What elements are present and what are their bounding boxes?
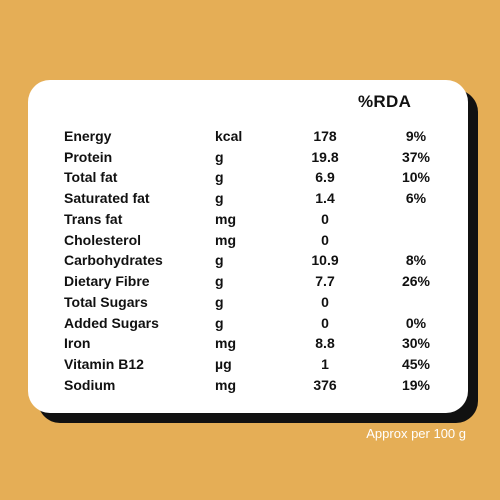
table-row: Cholesterol mg 0: [0, 230, 500, 250]
nutrient-rda: 0%: [405, 315, 427, 331]
nutrient-unit: g: [215, 252, 224, 268]
table-row: Protein g 19.8 37%: [0, 147, 500, 167]
nutrient-rda: 19%: [401, 377, 431, 393]
table-row: Added Sugars g 0 0%: [0, 313, 500, 333]
table-row: Saturated fat g 1.4 6%: [0, 188, 500, 208]
nutrient-name: Protein: [64, 149, 113, 165]
nutrient-value: 178: [313, 128, 337, 144]
nutrient-value: 0: [321, 211, 329, 227]
table-row: Carbohydrates g 10.9 8%: [0, 250, 500, 270]
nutrient-value: 7.7: [315, 273, 335, 289]
table-row: Iron mg 8.8 30%: [0, 333, 500, 353]
nutrient-name: Trans fat: [64, 211, 123, 227]
nutrition-card: [28, 80, 468, 413]
table-row: Dietary Fibre g 7.7 26%: [0, 271, 500, 291]
nutrient-value: 376: [313, 377, 337, 393]
nutrient-rda: 9%: [405, 128, 427, 144]
nutrient-unit: mg: [215, 335, 236, 351]
table-row: Energy kcal 178 9%: [0, 126, 500, 146]
nutrient-value: 19.8: [311, 149, 339, 165]
nutrient-unit: g: [215, 315, 224, 331]
nutrient-rda: 45%: [401, 356, 431, 372]
nutrient-unit: g: [215, 169, 224, 185]
nutrient-unit: mg: [215, 232, 236, 248]
nutrient-value: 0: [321, 294, 329, 310]
nutrient-name: Sodium: [64, 377, 116, 393]
nutrient-unit: µg: [215, 356, 232, 372]
table-row: Vitamin B12 µg 1 45%: [0, 354, 500, 374]
rda-column-header: %RDA: [358, 92, 412, 111]
nutrient-rda: 8%: [405, 252, 427, 268]
nutrient-unit: g: [215, 294, 224, 310]
serving-footnote: Approx per 100 g: [366, 426, 466, 441]
nutrient-rda: 6%: [405, 190, 427, 206]
nutrient-unit: g: [215, 190, 224, 206]
nutrient-name: Dietary Fibre: [64, 273, 150, 289]
nutrient-name: Saturated fat: [64, 190, 150, 206]
nutrient-rda: 10%: [401, 169, 431, 185]
table-row: Total fat g 6.9 10%: [0, 167, 500, 187]
nutrient-value: 1: [321, 356, 329, 372]
nutrient-name: Added Sugars: [64, 315, 159, 331]
nutrient-unit: g: [215, 149, 224, 165]
nutrient-name: Iron: [64, 335, 91, 351]
nutrient-value: 10.9: [311, 252, 339, 268]
nutrient-value: 0: [321, 315, 329, 331]
nutrient-rda: 37%: [401, 149, 431, 165]
nutrient-value: 6.9: [315, 169, 335, 185]
nutrient-name: Carbohydrates: [64, 252, 163, 268]
nutrient-value: 1.4: [315, 190, 335, 206]
nutrient-rda: 26%: [401, 273, 431, 289]
nutrient-name: Cholesterol: [64, 232, 142, 248]
nutrient-value: 0: [321, 232, 329, 248]
nutrient-unit: g: [215, 273, 224, 289]
table-row: Sodium mg 376 19%: [0, 375, 500, 395]
nutrient-unit: mg: [215, 377, 236, 393]
nutrient-name: Vitamin B12: [64, 356, 144, 372]
nutrient-value: 8.8: [315, 335, 335, 351]
nutrient-name: Total Sugars: [64, 294, 148, 310]
nutrient-rda: 30%: [401, 335, 431, 351]
nutrient-unit: mg: [215, 211, 236, 227]
nutrient-name: Energy: [64, 128, 112, 144]
nutrient-unit: kcal: [215, 128, 243, 144]
table-row: Trans fat mg 0: [0, 209, 500, 229]
table-row: Total Sugars g 0: [0, 292, 500, 312]
nutrient-name: Total fat: [64, 169, 118, 185]
